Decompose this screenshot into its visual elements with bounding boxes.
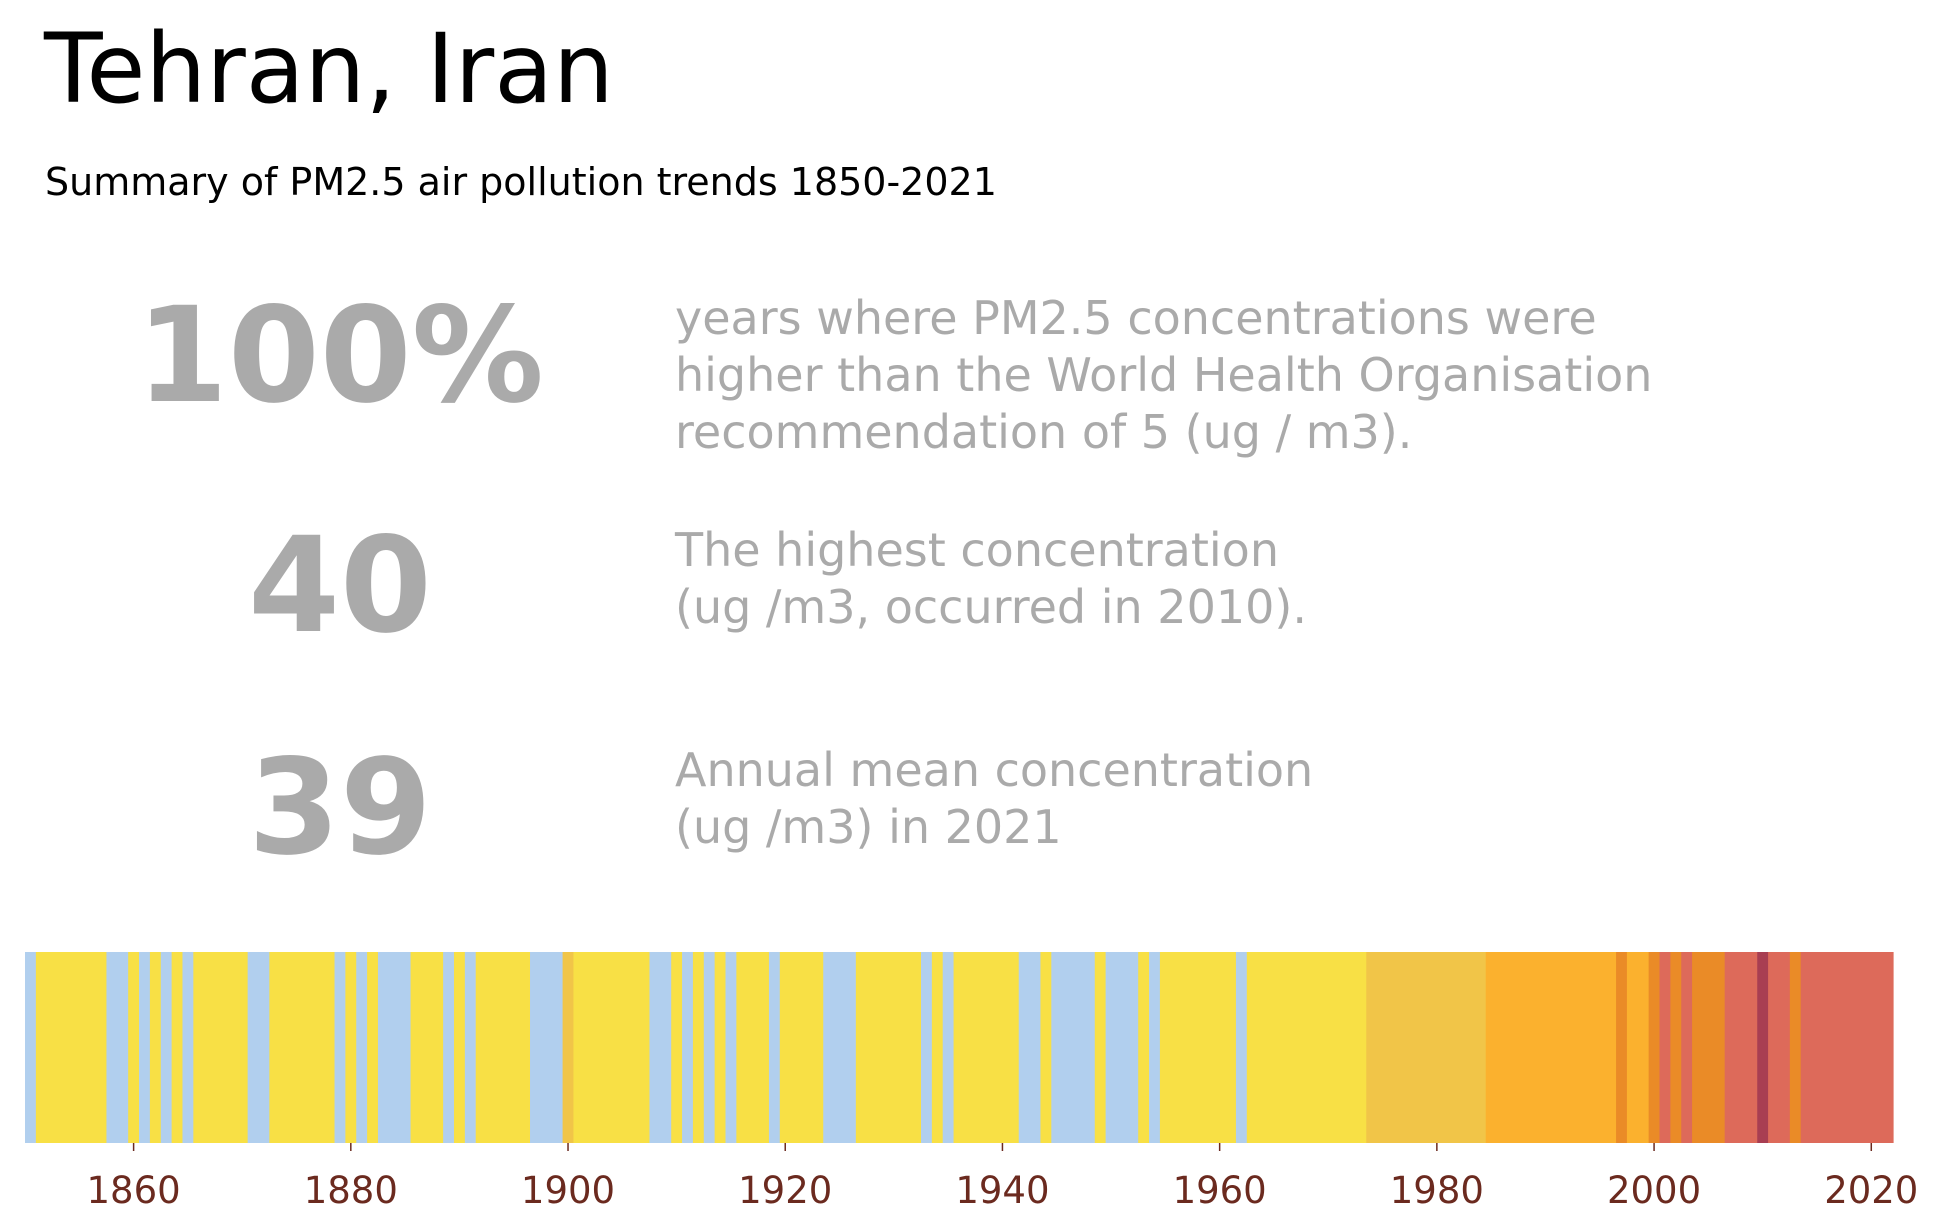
stripe-segment <box>692 952 705 1143</box>
stripe-segment <box>823 952 857 1143</box>
stat-description-line: recommendation of 5 (ug / m3). <box>675 405 1413 459</box>
x-tick-label: 1880 <box>304 1169 398 1212</box>
stripe-segment <box>139 952 151 1143</box>
stripe-segment <box>573 952 651 1143</box>
stripe-segment <box>453 952 466 1143</box>
stripe-segment <box>356 952 368 1143</box>
stripe-segment <box>1681 952 1693 1143</box>
stripe-segment <box>149 952 162 1143</box>
x-tick-label: 1980 <box>1390 1169 1484 1212</box>
stripe-segment <box>1670 952 1682 1143</box>
stat-description-line: years where PM2.5 concentrations were <box>675 291 1597 345</box>
stripe-segment <box>106 952 129 1143</box>
x-tick-label: 1900 <box>521 1169 615 1212</box>
stripe-segment <box>649 952 672 1143</box>
stripe-segment <box>1094 952 1107 1143</box>
stripe-segment <box>1040 952 1052 1143</box>
stripe-segment <box>942 952 955 1143</box>
x-tick-label: 1860 <box>87 1169 181 1212</box>
page-title: Tehran, Iran <box>44 13 614 125</box>
page-subtitle: Summary of PM2.5 air pollution trends 18… <box>45 160 997 204</box>
stripe-segment <box>530 952 564 1143</box>
stripe-segment <box>671 952 683 1143</box>
stripe-segment <box>377 952 412 1143</box>
stripe-segment <box>1626 952 1650 1143</box>
stripe-segment <box>182 952 194 1143</box>
stat-value-exceedance: 100% <box>136 279 544 433</box>
stripe-segment <box>953 952 1020 1143</box>
stripe-segment <box>682 952 694 1143</box>
stripe-segment <box>1018 952 1042 1143</box>
stripe-segment <box>736 952 770 1143</box>
stripe-segment <box>475 952 531 1143</box>
stripe-segment <box>171 952 184 1143</box>
stripe-segment <box>1800 952 1894 1143</box>
stat-description-line: The highest concentration <box>675 523 1279 577</box>
stat-description-line: Annual mean concentration <box>675 743 1314 797</box>
stat-value-annual-mean: 39 <box>248 731 432 885</box>
stripe-segment <box>443 952 455 1143</box>
stripe-group <box>25 952 1894 1143</box>
stripe-segment <box>931 952 944 1143</box>
stripe-segment <box>1648 952 1661 1143</box>
stripe-segment <box>1235 952 1248 1143</box>
stripe-segment <box>1768 952 1791 1143</box>
stripe-segment <box>128 952 140 1143</box>
x-tick-label: 1940 <box>955 1169 1049 1212</box>
stripe-segment <box>1159 952 1237 1143</box>
stat-description-line: higher than the World Health Organisatio… <box>675 348 1653 402</box>
stat-description-line: (ug /m3) in 2021 <box>675 800 1062 854</box>
stripe-segment <box>247 952 270 1143</box>
stripe-segment <box>855 952 922 1143</box>
x-tick-label: 2000 <box>1607 1169 1701 1212</box>
stripe-segment <box>334 952 346 1143</box>
stripe-segment <box>1757 952 1769 1143</box>
stripe-segment <box>1616 952 1628 1143</box>
stripe-segment <box>1789 952 1802 1143</box>
stripe-segment <box>1246 952 1367 1143</box>
stripe-segment <box>193 952 249 1143</box>
stripe-segment <box>725 952 737 1143</box>
stripe-segment <box>1659 952 1671 1143</box>
stripe-segment <box>35 952 108 1143</box>
stripe-segment <box>1692 952 1726 1143</box>
stat-value-highest: 40 <box>248 509 432 663</box>
stripe-segment <box>464 952 477 1143</box>
stripe-segment <box>1485 952 1617 1143</box>
x-tick-label: 2020 <box>1824 1169 1918 1212</box>
x-tick-label: 1920 <box>738 1169 832 1212</box>
stripe-segment <box>703 952 716 1143</box>
stripe-segment <box>1138 952 1150 1143</box>
stripe-segment <box>1105 952 1139 1143</box>
stripe-segment <box>367 952 379 1143</box>
stripe-segment <box>25 952 37 1143</box>
stripe-segment <box>562 952 575 1143</box>
stripe-segment <box>779 952 824 1143</box>
stripe-segment <box>920 952 933 1143</box>
stripe-segment <box>1149 952 1161 1143</box>
stat-description-exceedance: years where PM2.5 concentrations were hi… <box>675 290 1652 461</box>
x-tick-label: 1960 <box>1173 1169 1267 1212</box>
stripe-segment <box>714 952 727 1143</box>
stripe-segment <box>1366 952 1487 1143</box>
stripe-segment <box>160 952 173 1143</box>
tick-label-group: 1860 1880 1900 1920 1940 1960 1980 2000 2020 <box>87 1143 1918 1212</box>
stat-description-line: (ug /m3, occurred in 2010). <box>675 580 1307 634</box>
stripe-segment <box>768 952 781 1143</box>
stripe-segment <box>345 952 357 1143</box>
stripe-segment <box>269 952 336 1143</box>
stat-description-highest: The highest concentration (ug /m3, occur… <box>675 522 1307 636</box>
stat-description-annual-mean: Annual mean concentration (ug /m3) in 20… <box>675 742 1313 856</box>
stripe-segment <box>1724 952 1758 1143</box>
stripe-segment <box>410 952 444 1143</box>
stripe-segment <box>1051 952 1096 1143</box>
